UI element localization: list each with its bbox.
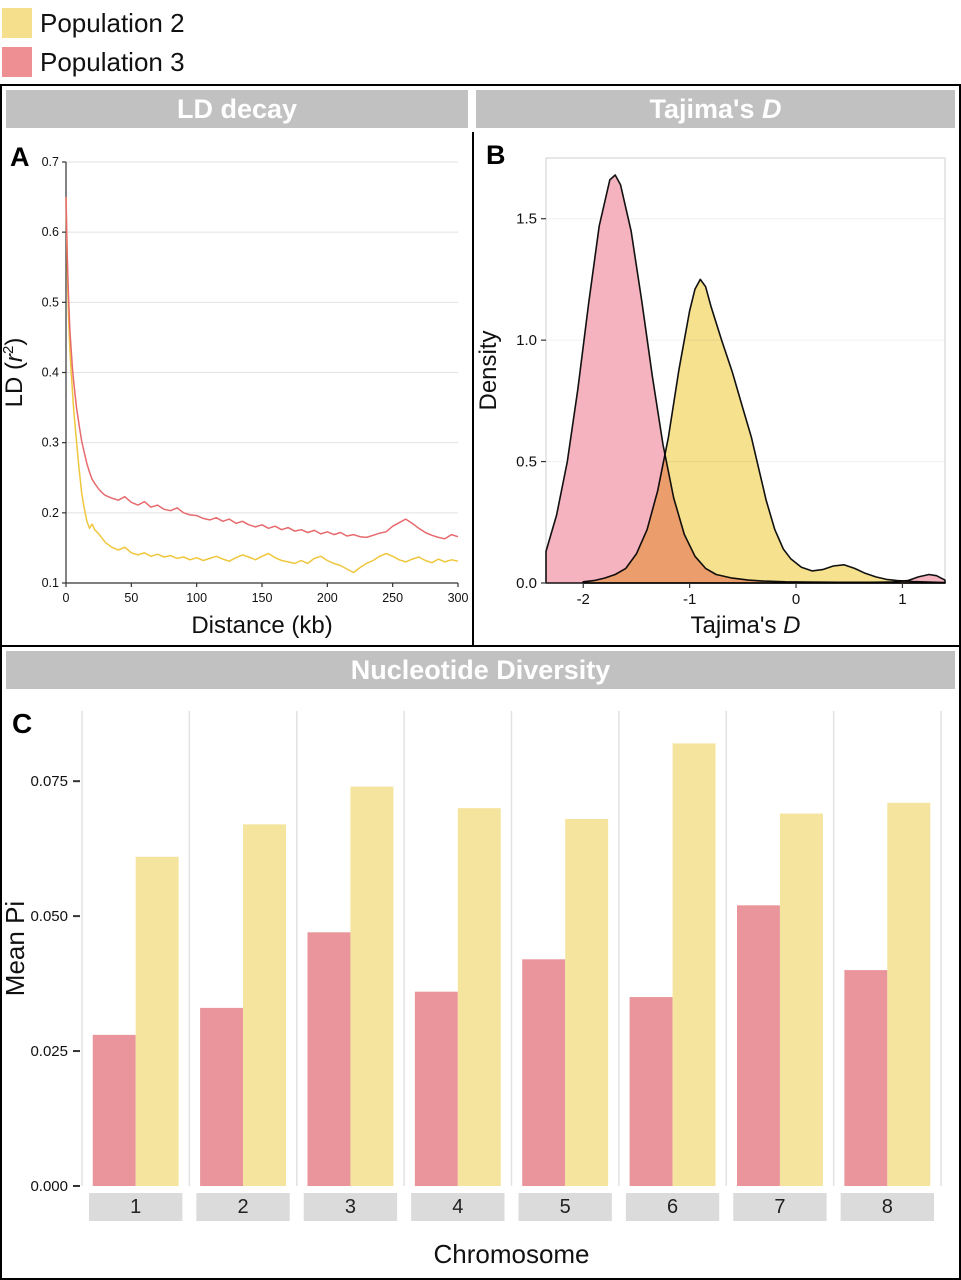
bar-population-2-chr8 [887,802,931,1186]
x-tick-label: 200 [317,591,338,605]
panel-label-a: A [10,142,30,172]
y-tick-label: 0.5 [42,295,59,309]
panel-label-b: B [486,140,506,170]
ld-decay-chart: 0.1 0.2 0.3 0.4 0.5 0.6 0.7 0 50 100 150 200 250 300 D… [2,142,469,639]
y-tick-label: 0.000 [30,1178,68,1195]
legend-label-population-2: Population 2 [40,7,185,38]
bar-population-3-chr4 [414,991,458,1186]
strip-label-chr2: 2 [238,1196,249,1218]
gridlines [66,161,458,584]
strip-chr6 [625,1193,720,1221]
bar-population-3-chr5 [522,959,566,1186]
tajimas-d-header-italic: D [761,94,782,124]
y-tick-label: 0.5 [516,454,537,471]
strip-chr1 [89,1193,183,1221]
strip-label-chr1: 1 [130,1196,141,1218]
x-tick-label: 100 [186,591,207,605]
strip-label-chr5: 5 [560,1196,571,1218]
tajimas-d-chart: 0.0 0.5 1.0 1.5 -2 -1 0 1 Tajima's D Density B [475,140,946,639]
bar-population-3-chr2 [200,1007,244,1186]
strip-label-chr4: 4 [452,1196,463,1218]
y-tick-label: 0.2 [42,506,59,520]
bar-population-3-chr3 [307,932,351,1186]
bar-population-2-chr4 [457,808,501,1186]
y-tick-label: 0.3 [42,436,59,450]
density-population-2 [582,278,946,584]
strip-label-chr3: 3 [345,1196,356,1218]
legend-item-population-3: Population 3 [2,43,961,81]
gridlines [81,711,942,1186]
y-axis-label: LD (r2) [2,338,28,408]
legend: Population 2 Population 3 [0,0,961,84]
strip-chr4 [411,1193,505,1221]
y-tick-label: 0.0 [516,575,537,592]
x-tick-label: 250 [382,591,403,605]
x-tick-label: 1 [898,591,906,608]
y-tick-label: 0.7 [42,155,59,169]
ld-decay-header: LD decay [6,90,468,128]
panel-region: LD decay Tajima's D 0.1 0.2 0.3 0.4 0.5 0.6 0.… [0,84,961,1280]
strip-label-chr7: 7 [774,1196,785,1218]
bar-population-2-chr6 [672,743,716,1186]
strip-chr8 [840,1193,934,1221]
x-axis-label: Tajima's D [691,612,801,639]
y-axis-label: Mean Pi [2,901,30,996]
y-tick-label: 0.025 [30,1043,68,1060]
top-panels: 0.1 0.2 0.3 0.4 0.5 0.6 0.7 0 50 100 150 200 250 300 D… [2,132,959,645]
y-tick-label: 0.4 [42,366,59,380]
x-tick-label: -1 [683,591,696,608]
bar-population-2-chr7 [779,813,823,1186]
legend-item-population-2: Population 2 [2,4,961,42]
strip-chr2 [196,1193,290,1221]
y-tick-label: 0.1 [42,576,59,590]
x-axis-label: Distance (kb) [191,612,332,639]
strip-chr5 [518,1193,612,1221]
nucleotide-diversity-chart: 1 2 3 4 5 6 7 8 0.000 0.025 0.050 0.075 Chromosome Me… [2,708,942,1269]
bar-population-2-chr5 [565,818,609,1186]
top-header-row: LD decay Tajima's D [2,86,959,132]
panel-label-c: C [12,708,32,739]
bar-population-2-chr2 [243,824,287,1186]
strip-chr3 [303,1193,398,1221]
panel-divider [472,132,474,645]
x-tick-label: 50 [124,591,138,605]
strip-label-chr6: 6 [667,1196,678,1218]
x-tick-label: 300 [448,591,469,605]
section-divider [2,645,959,647]
bar-population-3-chr7 [736,905,780,1186]
population-3-swatch [2,47,32,77]
series-population-3 [65,197,459,540]
y-axis-label: Density [475,330,502,410]
y-tick-label: 1.5 [516,211,537,228]
y-tick-label: 1.0 [516,332,537,349]
tajimas-d-header-text: Tajima's [649,94,762,124]
population-2-swatch [2,8,32,38]
legend-label-population-3: Population 3 [40,46,185,77]
series-population-2 [65,197,459,574]
y-tick-label: 0.050 [30,908,68,925]
y-tick-label: 0.6 [42,225,59,239]
bar-population-3-chr8 [844,970,888,1186]
x-tick-label: 0 [792,591,800,608]
x-tick-label: 150 [252,591,273,605]
bar-population-2-chr1 [135,856,179,1186]
nucleotide-diversity-header: Nucleotide Diversity [6,651,955,689]
x-axis-label: Chromosome [433,1239,589,1269]
bar-population-2-chr3 [350,786,394,1186]
strip-label-chr8: 8 [882,1196,893,1218]
x-tick-label: 0 [63,591,70,605]
tajimas-d-header: Tajima's D [476,90,955,128]
y-tick-label: 0.075 [30,773,68,790]
bar-population-3-chr6 [629,997,673,1186]
bar-population-3-chr1 [92,1034,136,1186]
x-tick-label: -2 [577,591,590,608]
strip-chr7 [733,1193,827,1221]
